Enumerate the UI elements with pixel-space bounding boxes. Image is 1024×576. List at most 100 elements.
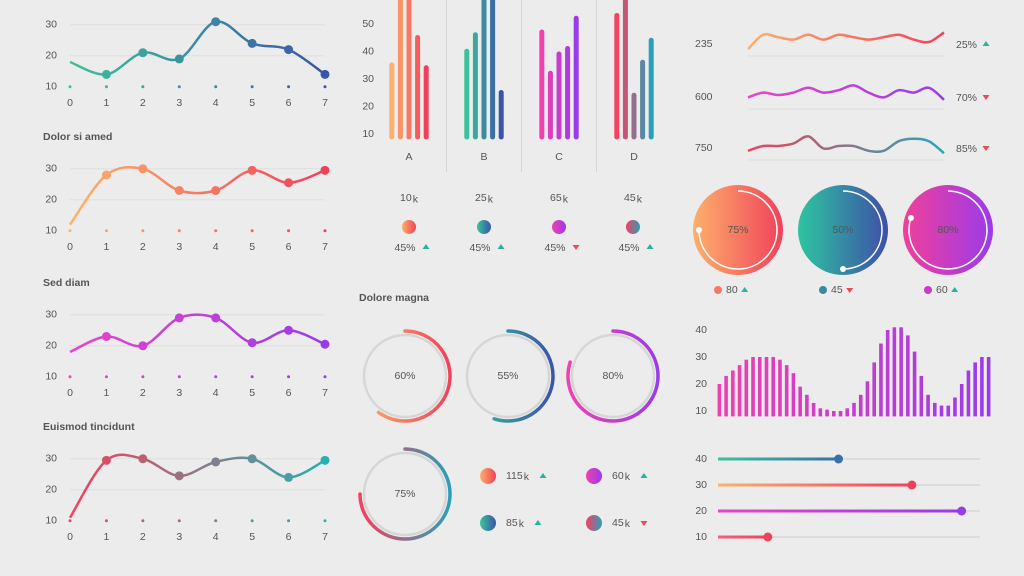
axis-dot: [250, 519, 254, 523]
axis-dot: [323, 375, 327, 379]
ring-label: 55%: [497, 370, 518, 382]
count-dot: [924, 286, 932, 294]
x-tick-label: 2: [140, 531, 146, 543]
x-tick-label: 6: [286, 241, 292, 253]
count-dot: [819, 286, 827, 294]
point: [174, 186, 184, 195]
row-change: 85%: [956, 143, 977, 155]
y-tick-label: 50: [362, 18, 374, 30]
gauge-knob: [840, 266, 846, 272]
bar: [464, 48, 470, 140]
stat-value: 25: [475, 192, 487, 204]
axis-dot: [214, 519, 218, 523]
y-tick-label: 30: [45, 163, 57, 175]
point: [320, 69, 330, 79]
y-tick-label: 10: [45, 371, 57, 383]
count: 60: [936, 284, 948, 296]
point: [284, 178, 294, 188]
axis-dot: [287, 519, 291, 523]
point: [247, 165, 257, 175]
gauge-arc: [842, 190, 883, 270]
bar: [778, 359, 782, 417]
slider-knob: [957, 506, 967, 516]
point: [174, 471, 184, 481]
stat-value: 45: [612, 517, 624, 529]
axis-dot: [141, 375, 145, 379]
bar: [825, 409, 829, 417]
y-tick-label: 40: [362, 45, 374, 57]
x-tick-label: A: [405, 151, 412, 163]
bar: [818, 408, 823, 417]
trend-down: [982, 146, 990, 151]
axis-dot: [177, 375, 181, 379]
axis-dot: [177, 519, 181, 523]
trend-down: [846, 288, 854, 293]
bar: [490, 0, 496, 140]
ring-arc: [376, 329, 452, 423]
y-tick-label: 40: [695, 324, 707, 336]
axis-dot: [177, 229, 181, 233]
gauge-label: 80%: [937, 224, 958, 236]
stat-value: 65: [550, 192, 562, 204]
sparkline: [747, 84, 945, 101]
bar: [959, 384, 964, 417]
bar: [614, 13, 620, 140]
x-tick-label: 7: [322, 387, 328, 399]
x-tick-label: 5: [249, 97, 255, 109]
stat-dot: [586, 468, 602, 484]
stat-value: 115: [506, 470, 523, 482]
axis-dot: [104, 85, 108, 89]
x-tick-label: 0: [67, 97, 73, 109]
slider-label: 40: [695, 453, 707, 465]
point: [211, 186, 221, 195]
x-tick-label: 2: [140, 241, 146, 253]
x-tick-label: 7: [322, 241, 328, 253]
axis-dot: [287, 375, 291, 379]
slider-label: 30: [695, 479, 707, 491]
axis-dot: [287, 85, 291, 89]
stat-unit: k: [637, 194, 643, 206]
bar: [919, 375, 924, 417]
bar: [472, 32, 478, 140]
point: [284, 472, 294, 482]
point: [138, 454, 148, 464]
row-label: 235: [695, 38, 713, 50]
stat-unit: k: [563, 194, 569, 206]
bar: [805, 394, 809, 417]
bar: [912, 351, 917, 417]
bar: [832, 411, 836, 417]
x-tick-label: 4: [213, 241, 219, 253]
point: [138, 164, 148, 174]
gauge-knob: [696, 227, 702, 233]
gauge-disc: [798, 185, 888, 275]
x-tick-label: 2: [140, 387, 146, 399]
ring-arc: [492, 329, 555, 423]
bar: [631, 92, 637, 140]
row-change: 25%: [956, 39, 977, 51]
x-tick-label: 3: [176, 531, 182, 543]
sparkline: [747, 31, 945, 51]
trend-up: [539, 473, 547, 478]
bar: [717, 384, 722, 417]
slider-knob: [763, 532, 773, 542]
point: [320, 339, 330, 349]
stat-unit: k: [519, 518, 525, 530]
x-tick-label: 0: [67, 241, 73, 253]
point: [138, 48, 148, 58]
count: 45: [831, 284, 843, 296]
trend-down: [982, 95, 990, 100]
point: [211, 17, 221, 27]
x-tick-label: 1: [104, 387, 110, 399]
gauge-disc: [693, 185, 783, 275]
bar: [731, 370, 735, 417]
y-tick-label: 30: [45, 309, 57, 321]
point: [211, 457, 221, 467]
bar: [906, 335, 910, 417]
y-tick-label: 20: [45, 340, 57, 352]
stat-value: 10: [400, 192, 412, 204]
x-tick-label: 5: [249, 241, 255, 253]
slider-knob: [907, 480, 917, 490]
slider-label: 10: [695, 531, 707, 543]
bar: [939, 405, 944, 417]
